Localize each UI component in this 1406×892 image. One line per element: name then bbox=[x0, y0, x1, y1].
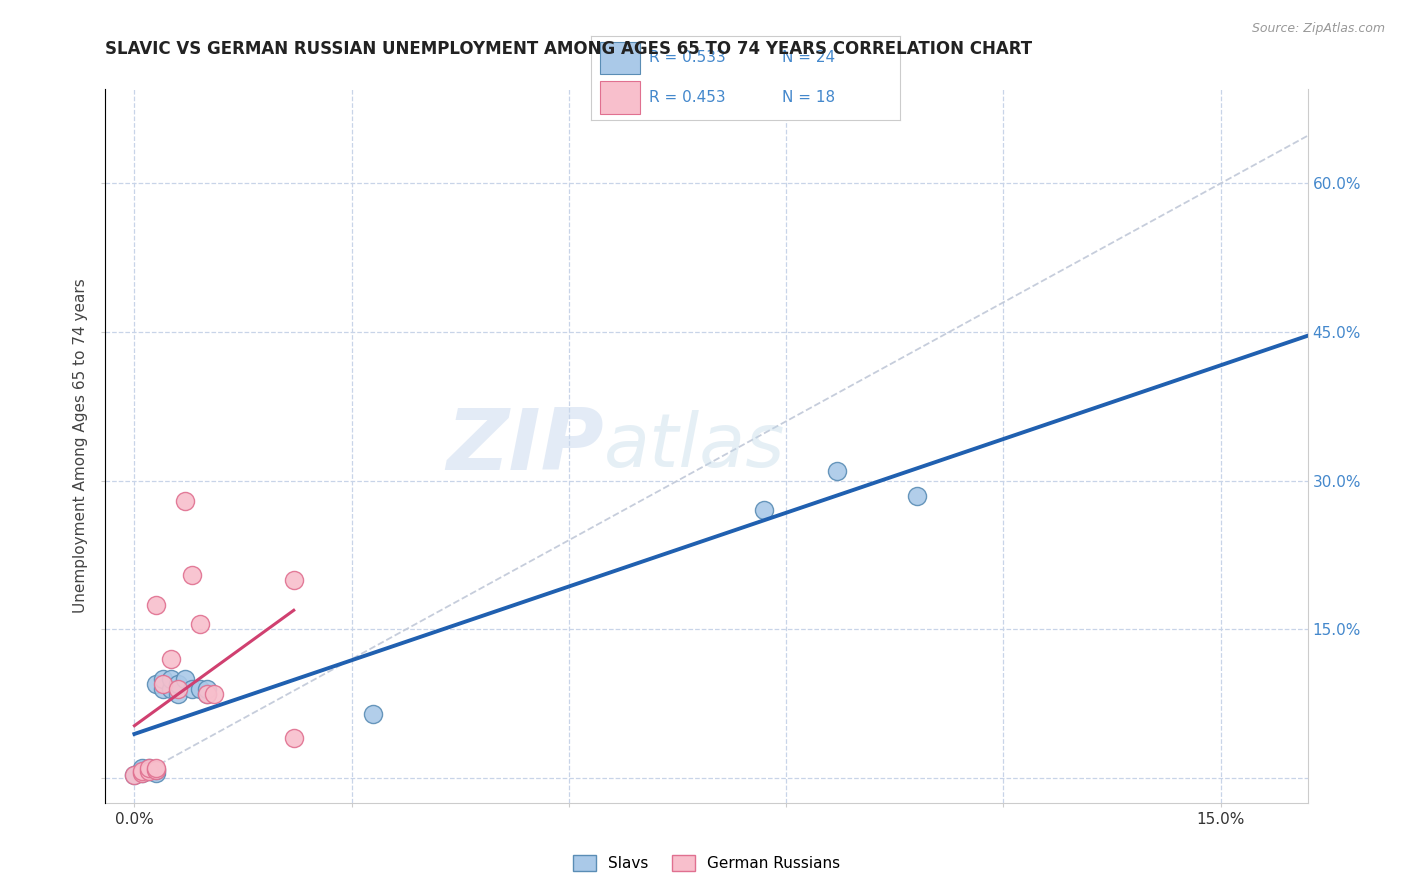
Point bbox=[188, 681, 211, 696]
Point bbox=[131, 766, 153, 780]
Point bbox=[167, 681, 190, 696]
Bar bbox=[600, 81, 640, 113]
Point bbox=[195, 687, 218, 701]
Point bbox=[152, 677, 174, 691]
Point bbox=[825, 464, 848, 478]
Point bbox=[202, 687, 225, 701]
Point bbox=[145, 763, 167, 777]
Point bbox=[131, 766, 153, 780]
Point bbox=[174, 672, 197, 686]
Point bbox=[905, 489, 928, 503]
Legend: Slavs, German Russians: Slavs, German Russians bbox=[567, 849, 846, 877]
Point bbox=[138, 764, 160, 778]
Text: R = 0.453: R = 0.453 bbox=[650, 90, 725, 105]
Point bbox=[159, 672, 181, 686]
Point bbox=[167, 687, 190, 701]
Point bbox=[124, 768, 146, 782]
Point bbox=[145, 598, 167, 612]
Point bbox=[131, 764, 153, 778]
Point bbox=[145, 763, 167, 777]
Point bbox=[145, 761, 167, 775]
Point bbox=[754, 503, 776, 517]
Point bbox=[159, 652, 181, 666]
Point bbox=[152, 672, 174, 686]
Point bbox=[138, 764, 160, 778]
Point bbox=[145, 677, 167, 691]
Point bbox=[138, 761, 160, 775]
Point bbox=[131, 763, 153, 777]
Text: N = 24: N = 24 bbox=[782, 50, 835, 65]
Text: ZIP: ZIP bbox=[447, 404, 605, 488]
Point bbox=[131, 761, 153, 775]
Point bbox=[188, 617, 211, 632]
Point bbox=[195, 681, 218, 696]
Point bbox=[167, 677, 190, 691]
Text: SLAVIC VS GERMAN RUSSIAN UNEMPLOYMENT AMONG AGES 65 TO 74 YEARS CORRELATION CHAR: SLAVIC VS GERMAN RUSSIAN UNEMPLOYMENT AM… bbox=[105, 40, 1032, 58]
Point bbox=[181, 567, 204, 582]
Text: atlas: atlas bbox=[605, 410, 786, 482]
Point bbox=[283, 731, 305, 746]
Text: Source: ZipAtlas.com: Source: ZipAtlas.com bbox=[1251, 22, 1385, 36]
Point bbox=[283, 573, 305, 587]
Point bbox=[145, 766, 167, 780]
Text: N = 18: N = 18 bbox=[782, 90, 835, 105]
Y-axis label: Unemployment Among Ages 65 to 74 years: Unemployment Among Ages 65 to 74 years bbox=[73, 278, 89, 614]
Point bbox=[363, 706, 385, 721]
Text: R = 0.533: R = 0.533 bbox=[650, 50, 725, 65]
Point bbox=[174, 493, 197, 508]
Point bbox=[152, 681, 174, 696]
Point bbox=[159, 681, 181, 696]
Point bbox=[181, 681, 204, 696]
Bar bbox=[600, 42, 640, 74]
Point bbox=[138, 761, 160, 775]
Point bbox=[195, 687, 218, 701]
Point bbox=[124, 768, 146, 782]
